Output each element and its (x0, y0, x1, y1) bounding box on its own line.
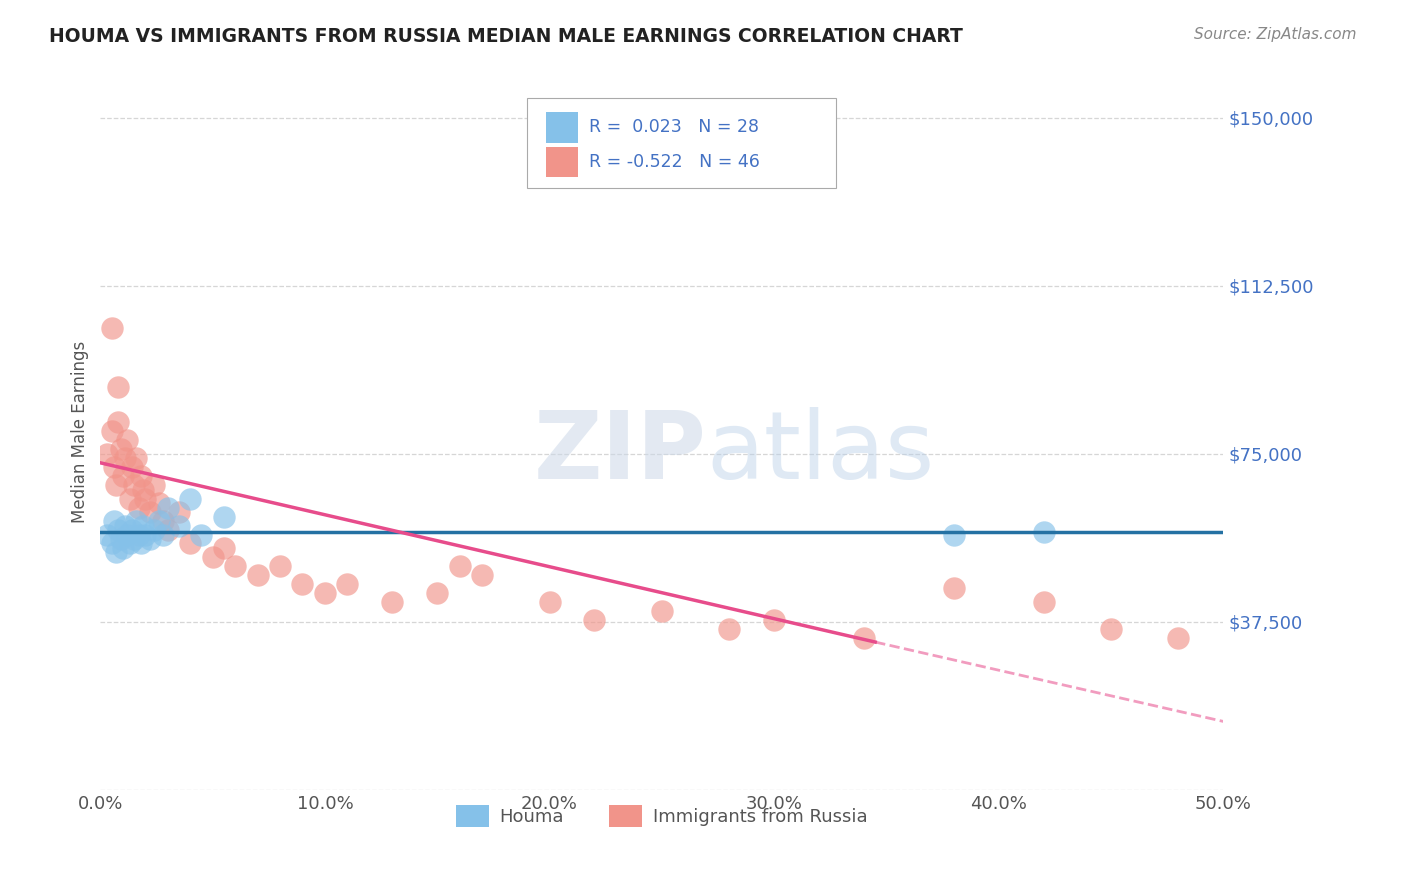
Point (190, 527, 212, 541)
Point (852, 631, 875, 645)
Point (942, 582, 965, 596)
Point (100, 425, 122, 439)
Point (336, 576, 359, 591)
Point (114, 451, 136, 466)
Text: Source: ZipAtlas.com: Source: ZipAtlas.com (1194, 27, 1357, 42)
Point (224, 558, 246, 573)
Point (132, 518, 155, 533)
Point (110, 442, 132, 457)
Point (103, 514, 125, 528)
Point (100, 536, 122, 550)
Point (212, 541, 235, 555)
Point (583, 613, 606, 627)
Point (132, 483, 155, 497)
Point (143, 523, 166, 537)
Point (167, 518, 190, 533)
Point (148, 496, 170, 510)
Point (148, 514, 170, 528)
Point (125, 514, 148, 528)
Point (134, 527, 156, 541)
Point (111, 469, 134, 483)
Point (143, 478, 166, 492)
Point (942, 527, 965, 541)
Text: atlas: atlas (707, 407, 935, 499)
Point (291, 576, 314, 591)
Point (314, 586, 336, 600)
Point (718, 622, 741, 636)
Point (128, 527, 150, 541)
Point (152, 527, 174, 541)
Bar (546, 112, 578, 143)
Point (139, 532, 162, 546)
Point (117, 434, 139, 448)
Point (212, 509, 235, 524)
Point (156, 523, 179, 537)
Point (1099, 622, 1122, 636)
Point (179, 491, 201, 506)
Point (152, 514, 174, 528)
Point (1032, 595, 1054, 609)
Point (538, 595, 561, 609)
Point (179, 536, 201, 550)
Text: R = -0.522   N = 46: R = -0.522 N = 46 (589, 153, 759, 171)
Point (117, 527, 139, 541)
Point (105, 478, 128, 492)
Point (381, 595, 404, 609)
Point (128, 500, 150, 515)
Point (1032, 525, 1054, 540)
Point (110, 532, 132, 546)
Text: ZIP: ZIP (534, 407, 707, 499)
Point (449, 558, 471, 573)
Point (125, 451, 148, 466)
Point (96, 527, 118, 541)
Point (651, 604, 673, 618)
Point (1167, 631, 1189, 645)
Point (426, 586, 449, 600)
Point (121, 460, 143, 475)
Point (471, 567, 494, 582)
Point (156, 500, 179, 515)
Point (167, 505, 190, 519)
Point (96, 447, 118, 461)
FancyBboxPatch shape (527, 98, 837, 187)
Point (100, 321, 122, 335)
Point (122, 478, 145, 492)
Point (107, 523, 129, 537)
Text: R =  0.023   N = 28: R = 0.023 N = 28 (589, 119, 759, 136)
Point (139, 505, 162, 519)
Y-axis label: Median Male Earnings: Median Male Earnings (72, 341, 89, 523)
Point (105, 545, 128, 559)
Legend: Houma, Immigrants from Russia: Houma, Immigrants from Russia (449, 798, 875, 835)
Point (269, 558, 291, 573)
Text: HOUMA VS IMMIGRANTS FROM RUSSIA MEDIAN MALE EARNINGS CORRELATION CHART: HOUMA VS IMMIGRANTS FROM RUSSIA MEDIAN M… (49, 27, 963, 45)
Point (107, 416, 129, 430)
Point (107, 379, 129, 393)
Point (763, 613, 786, 627)
Point (201, 549, 224, 564)
Point (246, 567, 269, 582)
Point (121, 523, 143, 537)
Point (129, 536, 152, 550)
Point (118, 491, 141, 506)
Point (111, 541, 134, 555)
Point (129, 469, 152, 483)
Point (122, 532, 145, 546)
Point (114, 518, 136, 533)
Bar (546, 147, 578, 177)
Point (134, 491, 156, 506)
Point (103, 460, 125, 475)
Point (118, 536, 141, 550)
